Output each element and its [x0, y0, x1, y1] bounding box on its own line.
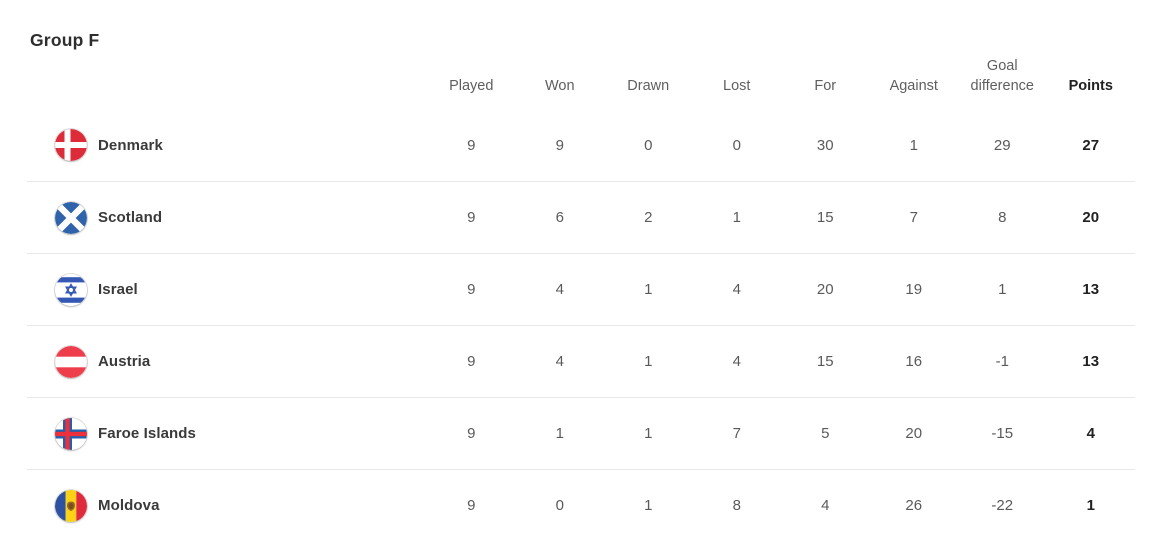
- cell-drawn: 1: [644, 497, 653, 514]
- column-header-for: For: [814, 78, 837, 94]
- table-body: Denmark 9 9 0 0 30 1 29 27 Scotland: [27, 109, 1135, 541]
- cell-played: 9: [467, 281, 476, 298]
- cell-goal-difference: 8: [998, 209, 1007, 226]
- faroe-islands-flag-icon: [55, 417, 87, 450]
- scotland-flag-icon: [55, 201, 87, 234]
- cell-points: 20: [1082, 209, 1100, 226]
- cell-played: 9: [467, 425, 476, 442]
- table-row[interactable]: Scotland 9 6 2 1 15 7 8 20: [27, 181, 1135, 253]
- cell-points: 4: [1086, 425, 1095, 442]
- table-row[interactable]: Israel 9 4 1 4 20 19 1 13: [27, 253, 1135, 325]
- cell-for: 5: [821, 425, 830, 442]
- cell-drawn: 1: [644, 425, 653, 442]
- team-name: Austria: [98, 353, 151, 370]
- team-name: Denmark: [98, 136, 163, 154]
- cell-won: 6: [555, 209, 564, 226]
- cell-lost: 0: [732, 136, 741, 154]
- austria-flag-icon: [55, 345, 87, 378]
- cell-lost: 4: [732, 353, 741, 370]
- page-title: Group F: [30, 30, 100, 50]
- cell-lost: 1: [732, 209, 741, 226]
- cell-drawn: 0: [644, 136, 653, 154]
- column-header-won: Won: [544, 78, 575, 94]
- cell-points: 13: [1082, 353, 1100, 370]
- cell-won: 0: [555, 497, 564, 514]
- cell-goal-difference: -15: [991, 425, 1014, 442]
- cell-goal-difference: 29: [993, 136, 1011, 154]
- israel-flag-icon: [55, 273, 87, 306]
- cell-for: 4: [821, 497, 830, 514]
- cell-goal-difference: 1: [998, 281, 1007, 298]
- cell-goal-difference: -22: [991, 497, 1014, 514]
- cell-played: 9: [467, 209, 476, 226]
- cell-drawn: 1: [644, 353, 653, 370]
- cell-against: 1: [909, 136, 918, 154]
- table-row[interactable]: Moldova 9 0 1 8 4 26 -22 1: [27, 469, 1135, 541]
- cell-played: 9: [467, 353, 476, 370]
- column-header-goal-difference: Goal difference: [970, 58, 1034, 94]
- cell-lost: 8: [732, 497, 741, 514]
- cell-won: 9: [555, 136, 564, 154]
- column-header-lost: Lost: [723, 78, 751, 94]
- moldova-flag-icon: [55, 489, 87, 522]
- cell-lost: 4: [732, 281, 741, 298]
- table-row[interactable]: Austria 9 4 1 4 15 16 -1 13: [27, 325, 1135, 397]
- cell-won: 1: [555, 425, 564, 442]
- column-header-drawn: Drawn: [627, 78, 670, 94]
- team-name: Israel: [98, 281, 138, 298]
- team-name: Faroe Islands: [98, 425, 197, 442]
- cell-goal-difference: -1: [995, 353, 1009, 370]
- table-row[interactable]: Faroe Islands 9 1 1 7 5 20 -15 4: [27, 397, 1135, 469]
- team-name: Scotland: [98, 209, 163, 226]
- cell-drawn: 2: [644, 209, 653, 226]
- cell-for: 20: [816, 281, 834, 298]
- cell-points: 1: [1086, 497, 1095, 514]
- cell-points: 13: [1082, 281, 1100, 298]
- column-header-against: Against: [889, 78, 938, 94]
- cell-won: 4: [555, 281, 564, 298]
- denmark-flag-icon: [55, 129, 87, 161]
- table-row[interactable]: Denmark 9 9 0 0 30 1 29 27: [27, 109, 1135, 181]
- cell-lost: 7: [732, 425, 741, 442]
- cell-for: 15: [816, 353, 834, 370]
- cell-against: 20: [905, 425, 923, 442]
- cell-won: 4: [555, 353, 564, 370]
- cell-against: 7: [909, 209, 918, 226]
- column-header-played: Played: [449, 78, 494, 94]
- cell-against: 16: [905, 353, 923, 370]
- cell-played: 9: [467, 497, 476, 514]
- cell-drawn: 1: [644, 281, 653, 298]
- cell-points: 27: [1082, 136, 1100, 154]
- column-header-points: Points: [1068, 78, 1113, 94]
- cell-for: 30: [816, 136, 834, 154]
- cell-for: 15: [816, 209, 834, 226]
- team-name: Moldova: [98, 497, 160, 514]
- cell-against: 26: [905, 497, 923, 514]
- cell-against: 19: [905, 281, 923, 298]
- cell-played: 9: [467, 136, 476, 154]
- table-header-row: Played Won Drawn Lost For Against Goal d…: [27, 51, 1135, 109]
